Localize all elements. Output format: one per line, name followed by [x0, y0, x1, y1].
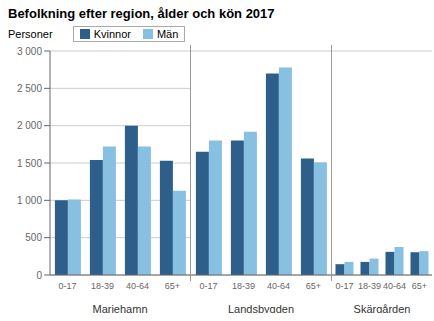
svg-text:0: 0	[36, 270, 42, 281]
html-text:Personer: Personer	[8, 28, 53, 40]
svg-text:Mariehamn: Mariehamn	[92, 303, 147, 313]
svg-text:500: 500	[25, 232, 42, 243]
svg-text:65+: 65+	[306, 281, 321, 291]
svg-text:40-64: 40-64	[126, 281, 149, 291]
svg-text:65+: 65+	[412, 281, 426, 291]
svg-text:65+: 65+	[165, 281, 180, 291]
svg-text:0-17: 0-17	[199, 281, 217, 291]
svg-text:0-17: 0-17	[335, 281, 353, 291]
svg-text:40-64: 40-64	[267, 281, 290, 291]
html-text:Kvinnor: Kvinnor	[93, 28, 131, 40]
svg-text:40-64: 40-64	[383, 281, 406, 291]
svg-text:2 500: 2 500	[17, 83, 42, 94]
svg-text:1 000: 1 000	[17, 195, 42, 206]
svg-text:3 000: 3 000	[17, 46, 42, 57]
svg-text:Skärgården: Skärgården	[354, 303, 411, 313]
svg-text:18-39: 18-39	[358, 281, 381, 291]
svg-text:1 500: 1 500	[17, 158, 42, 169]
svg-text:18-39: 18-39	[232, 281, 255, 291]
html-text:Män: Män	[156, 28, 179, 40]
svg-text:Landsbygden: Landsbygden	[228, 303, 294, 313]
svg-text:0-17: 0-17	[58, 281, 76, 291]
svg-text:18-39: 18-39	[91, 281, 114, 291]
svg-text:2 000: 2 000	[17, 120, 42, 131]
html-text:Befolkning efter region, ålder: Befolkning efter region, ålder och kön 2…	[8, 6, 275, 21]
